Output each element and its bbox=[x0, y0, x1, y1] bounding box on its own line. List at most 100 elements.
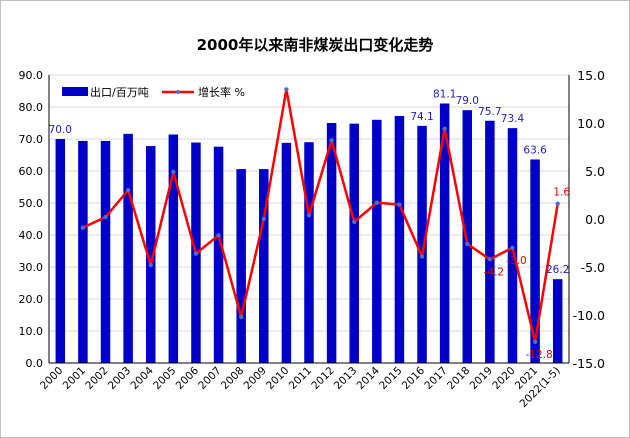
bar bbox=[349, 123, 359, 363]
bar bbox=[236, 169, 246, 363]
bar bbox=[100, 140, 111, 363]
y-left-tick-label: 40.0 bbox=[19, 229, 44, 242]
line-point bbox=[442, 126, 447, 131]
y-right-tick-label: 5.0 bbox=[585, 164, 605, 179]
line-series bbox=[80, 87, 560, 345]
legend-label-bar: 出口/百万吨 bbox=[90, 85, 149, 99]
y-right-tick-label: -10.0 bbox=[573, 308, 605, 323]
x-tick-label: 2010 bbox=[264, 365, 291, 392]
bar bbox=[213, 146, 224, 363]
bar bbox=[55, 139, 66, 363]
bar-series bbox=[55, 103, 563, 364]
bar-data-label: 73.4 bbox=[501, 113, 525, 125]
y-right-tick-label: 10.0 bbox=[577, 116, 605, 131]
bar bbox=[372, 119, 382, 363]
line-point bbox=[465, 241, 470, 247]
bar bbox=[304, 142, 314, 363]
line-data-label: 1.6 bbox=[553, 187, 570, 199]
x-tick-label: 2004 bbox=[128, 364, 156, 392]
bar-data-label: 26.2 bbox=[546, 264, 569, 276]
bar bbox=[78, 140, 88, 363]
bar bbox=[507, 128, 518, 363]
x-tick-label: 2019 bbox=[468, 365, 495, 392]
y-right-tick-label: 0.0 bbox=[585, 212, 605, 227]
line-point bbox=[238, 314, 244, 320]
x-tick-label: 2001 bbox=[61, 365, 88, 392]
line-data-label: -12.8 bbox=[526, 349, 553, 361]
line-point bbox=[487, 257, 493, 262]
line-point bbox=[80, 225, 86, 230]
x-tick-label: 2014 bbox=[355, 364, 383, 392]
line-point bbox=[397, 202, 402, 207]
x-tick-label: 2008 bbox=[219, 365, 246, 392]
x-tick-label: 2016 bbox=[400, 364, 428, 392]
line-point bbox=[261, 216, 266, 222]
line-point bbox=[419, 254, 425, 259]
line-point bbox=[510, 245, 515, 250]
bar-data-label: 74.1 bbox=[410, 111, 433, 123]
line-data-label: -3.0 bbox=[506, 255, 527, 267]
bar bbox=[326, 123, 337, 363]
x-tick-label: 2002 bbox=[83, 365, 110, 392]
line-point bbox=[306, 212, 312, 218]
line-point bbox=[171, 169, 176, 175]
x-tick-label: 2006 bbox=[174, 364, 202, 392]
bar bbox=[462, 110, 473, 363]
y-left-tick-label: 10.0 bbox=[19, 325, 44, 338]
growth-line bbox=[82, 88, 559, 344]
bar bbox=[259, 169, 269, 363]
y-left-tick-label: 70.0 bbox=[19, 133, 44, 146]
bar bbox=[530, 159, 540, 363]
line-point bbox=[125, 188, 131, 193]
legend-label-line: 增长率 % bbox=[198, 85, 245, 99]
bar bbox=[394, 115, 405, 364]
bar-data-label: 81.1 bbox=[433, 88, 456, 100]
bar bbox=[281, 142, 292, 363]
legend-swatch-marker bbox=[176, 90, 180, 94]
line-point bbox=[329, 138, 334, 143]
bar-data-label: 79.0 bbox=[456, 95, 479, 107]
x-tick-label: 2017 bbox=[422, 365, 449, 392]
y-left-tick-label: 60.0 bbox=[19, 165, 44, 178]
bar bbox=[417, 125, 427, 363]
line-point bbox=[148, 262, 153, 268]
y-left-tick-label: 20.0 bbox=[19, 293, 44, 306]
x-tick-label: 2013 bbox=[332, 365, 359, 392]
bar-data-label: 75.7 bbox=[478, 106, 501, 118]
bar bbox=[168, 134, 179, 363]
chart-title: 2000年以来南非煤炭出口变化走势 bbox=[197, 36, 434, 54]
bar-data-label: 63.6 bbox=[523, 144, 547, 156]
y-left-tick-label: 80.0 bbox=[19, 101, 44, 114]
y-right-tick-label: -15.0 bbox=[573, 356, 605, 371]
bar bbox=[552, 279, 563, 363]
x-tick-label: 2020 bbox=[490, 365, 517, 392]
bar bbox=[123, 133, 133, 363]
bar bbox=[439, 103, 450, 363]
y-left-tick-label: 50.0 bbox=[19, 197, 44, 210]
x-tick-label: 2011 bbox=[287, 365, 314, 392]
x-tick-label: 2015 bbox=[377, 365, 404, 392]
x-tick-label: 2005 bbox=[151, 365, 178, 392]
x-tick-label: 2009 bbox=[242, 365, 269, 392]
y-left-tick-label: 0.0 bbox=[26, 357, 44, 370]
data-labels: 70.0 74.181.179.075.773.4 63.6 26.2 -4.2-3.0… bbox=[49, 88, 571, 360]
legend-swatch-bar bbox=[62, 87, 88, 96]
y-left-tick-label: 30.0 bbox=[19, 261, 44, 274]
y-right-tick-label: -5.0 bbox=[581, 260, 605, 275]
bar bbox=[145, 146, 156, 363]
line-point bbox=[352, 219, 357, 225]
line-point bbox=[284, 87, 289, 92]
bar bbox=[485, 120, 495, 363]
line-point bbox=[103, 214, 108, 220]
line-point bbox=[555, 201, 560, 206]
line-point bbox=[532, 339, 538, 345]
line-data-label: -4.2 bbox=[484, 266, 505, 278]
x-tick-label: 2018 bbox=[445, 365, 472, 392]
legend: 出口/百万吨 增长率 % bbox=[62, 85, 245, 99]
y-left-tick-label: 90.0 bbox=[19, 69, 44, 82]
line-point bbox=[193, 251, 199, 256]
line-point bbox=[216, 233, 221, 238]
x-tick-label: 2012 bbox=[309, 365, 336, 392]
bar-data-label: 70.0 bbox=[49, 124, 72, 136]
